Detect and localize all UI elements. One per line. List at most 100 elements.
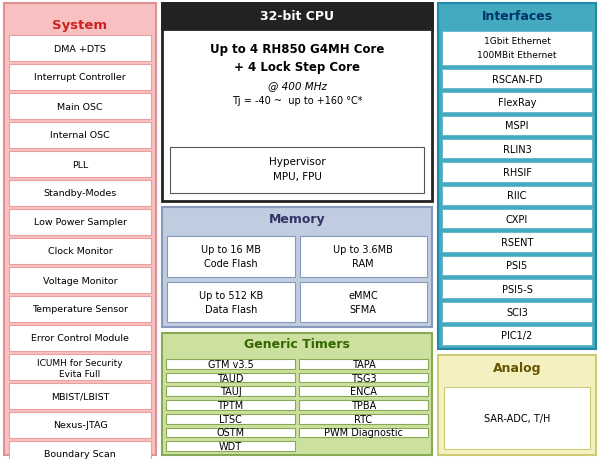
Bar	[167, 282, 295, 322]
Text: Up to 4 RH850 G4MH Core: Up to 4 RH850 G4MH Core	[210, 44, 384, 56]
Bar	[9, 36, 151, 62]
Bar	[442, 117, 592, 136]
Text: Evita Full: Evita Full	[59, 369, 101, 379]
Text: 1Gbit Ethernet: 1Gbit Ethernet	[484, 38, 550, 46]
Bar	[442, 93, 592, 112]
Text: RHSIF: RHSIF	[503, 168, 532, 178]
Text: Clock Monitor: Clock Monitor	[47, 247, 112, 256]
Text: + 4 Lock Step Core: + 4 Lock Step Core	[234, 62, 360, 74]
Text: Up to 512 KB: Up to 512 KB	[199, 290, 263, 300]
Bar	[442, 32, 592, 66]
Text: MPU, FPU: MPU, FPU	[272, 172, 322, 182]
Text: Up to 16 MB: Up to 16 MB	[201, 245, 261, 255]
Text: PLL: PLL	[72, 160, 88, 169]
Bar	[9, 65, 151, 91]
Text: Temperature Sensor: Temperature Sensor	[32, 305, 128, 314]
Text: MSPI: MSPI	[505, 121, 529, 131]
Text: @ 400 MHz: @ 400 MHz	[268, 81, 326, 91]
Text: SCI3: SCI3	[506, 308, 528, 317]
Bar	[167, 236, 295, 277]
Text: TAUD: TAUD	[217, 373, 244, 383]
Bar	[442, 140, 592, 159]
Bar	[299, 373, 428, 383]
Bar	[9, 210, 151, 235]
Bar	[4, 4, 156, 455]
Text: DMA +DTS: DMA +DTS	[54, 45, 106, 53]
Bar	[162, 4, 432, 30]
Bar	[9, 325, 151, 351]
Text: 32-bit CPU: 32-bit CPU	[260, 11, 334, 23]
Bar	[9, 180, 151, 207]
Text: Generic Timers: Generic Timers	[244, 338, 350, 351]
Bar	[9, 412, 151, 438]
Bar	[166, 359, 295, 369]
Bar	[299, 414, 428, 424]
Bar	[162, 207, 432, 327]
Text: TPBA: TPBA	[351, 400, 376, 410]
Bar	[166, 373, 295, 383]
Text: TAPA: TAPA	[352, 359, 376, 369]
Text: Error Control Module: Error Control Module	[31, 334, 129, 343]
Text: Interrupt Controller: Interrupt Controller	[34, 73, 126, 82]
Bar	[166, 400, 295, 410]
Bar	[299, 386, 428, 396]
Text: Memory: Memory	[269, 213, 325, 226]
Text: RLIN3: RLIN3	[503, 144, 532, 154]
Text: ENCA: ENCA	[350, 386, 377, 397]
Text: Analog: Analog	[493, 362, 541, 375]
Bar	[166, 414, 295, 424]
Bar	[9, 123, 151, 149]
Text: Hypervisor: Hypervisor	[269, 157, 325, 167]
Text: Interfaces: Interfaces	[481, 10, 553, 22]
Bar	[9, 354, 151, 380]
Text: RAM: RAM	[352, 259, 374, 269]
Bar	[170, 148, 424, 194]
Text: Nexus-JTAG: Nexus-JTAG	[53, 420, 107, 430]
Text: RTC: RTC	[355, 414, 373, 424]
Bar	[9, 297, 151, 322]
Text: PSI5-S: PSI5-S	[502, 284, 532, 294]
Text: FlexRay: FlexRay	[498, 98, 536, 108]
Bar	[444, 387, 590, 449]
Bar	[442, 256, 592, 275]
Text: PIC1/2: PIC1/2	[502, 330, 533, 341]
Bar	[299, 282, 427, 322]
Text: SFMA: SFMA	[350, 304, 377, 314]
Bar	[9, 151, 151, 178]
Text: Data Flash: Data Flash	[205, 304, 257, 314]
Text: LTSC: LTSC	[219, 414, 242, 424]
Bar	[299, 428, 428, 437]
Bar	[299, 359, 428, 369]
Bar	[9, 441, 151, 459]
Bar	[442, 280, 592, 299]
Text: Standby-Modes: Standby-Modes	[43, 189, 116, 198]
Bar	[442, 233, 592, 252]
Text: OSTM: OSTM	[217, 427, 245, 437]
Text: GTM v3.5: GTM v3.5	[208, 359, 253, 369]
Bar	[9, 94, 151, 120]
Bar	[162, 333, 432, 455]
Text: ICUMH for Security: ICUMH for Security	[37, 359, 123, 368]
Text: WDT: WDT	[219, 441, 242, 451]
Text: TAUJ: TAUJ	[220, 386, 241, 397]
Text: MBIST/LBIST: MBIST/LBIST	[51, 392, 109, 401]
Text: CXPI: CXPI	[506, 214, 528, 224]
Text: RSCAN-FD: RSCAN-FD	[492, 74, 542, 84]
Bar	[166, 386, 295, 396]
Bar	[9, 268, 151, 293]
Text: SAR-ADC, T/H: SAR-ADC, T/H	[484, 413, 550, 423]
Text: Up to 3.6MB: Up to 3.6MB	[334, 245, 393, 255]
Bar	[442, 186, 592, 206]
Text: TSG3: TSG3	[350, 373, 376, 383]
Text: Voltage Monitor: Voltage Monitor	[43, 276, 118, 285]
Bar	[442, 163, 592, 182]
Text: 100MBit Ethernet: 100MBit Ethernet	[477, 51, 557, 61]
Text: TPTM: TPTM	[217, 400, 244, 410]
Bar	[166, 441, 295, 451]
Text: PWM Diagnostic: PWM Diagnostic	[324, 427, 403, 437]
Bar	[166, 428, 295, 437]
Bar	[442, 70, 592, 89]
Text: Internal OSC: Internal OSC	[50, 131, 110, 140]
Bar	[442, 302, 592, 322]
Text: Tj = -40 ~  up to +160 °C*: Tj = -40 ~ up to +160 °C*	[232, 96, 362, 106]
